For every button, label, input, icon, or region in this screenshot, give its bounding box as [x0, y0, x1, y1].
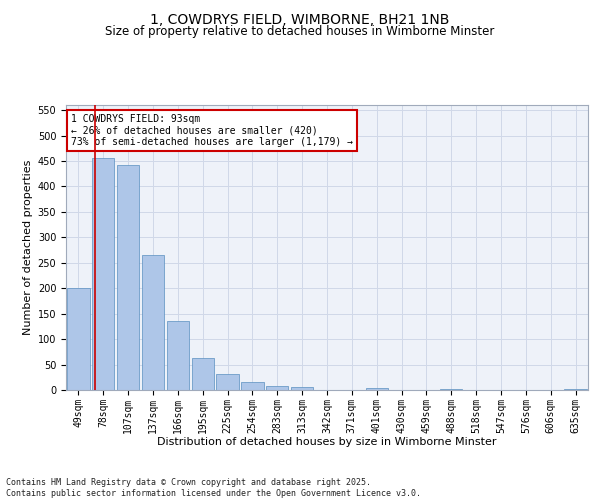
Bar — [142, 255, 164, 390]
Bar — [167, 322, 189, 390]
Text: 1, COWDRYS FIELD, WIMBORNE, BH21 1NB: 1, COWDRYS FIELD, WIMBORNE, BH21 1NB — [151, 12, 449, 26]
Bar — [241, 382, 263, 390]
Bar — [67, 288, 89, 390]
Bar — [291, 388, 313, 390]
Bar — [217, 374, 239, 390]
Text: 1 COWDRYS FIELD: 93sqm
← 26% of detached houses are smaller (420)
73% of semi-de: 1 COWDRYS FIELD: 93sqm ← 26% of detached… — [71, 114, 353, 147]
X-axis label: Distribution of detached houses by size in Wimborne Minster: Distribution of detached houses by size … — [157, 437, 497, 447]
Text: Size of property relative to detached houses in Wimborne Minster: Size of property relative to detached ho… — [106, 25, 494, 38]
Bar — [365, 388, 388, 390]
Bar — [191, 358, 214, 390]
Y-axis label: Number of detached properties: Number of detached properties — [23, 160, 34, 335]
Bar — [117, 165, 139, 390]
Text: Contains HM Land Registry data © Crown copyright and database right 2025.
Contai: Contains HM Land Registry data © Crown c… — [6, 478, 421, 498]
Bar — [266, 386, 289, 390]
Bar — [92, 158, 115, 390]
